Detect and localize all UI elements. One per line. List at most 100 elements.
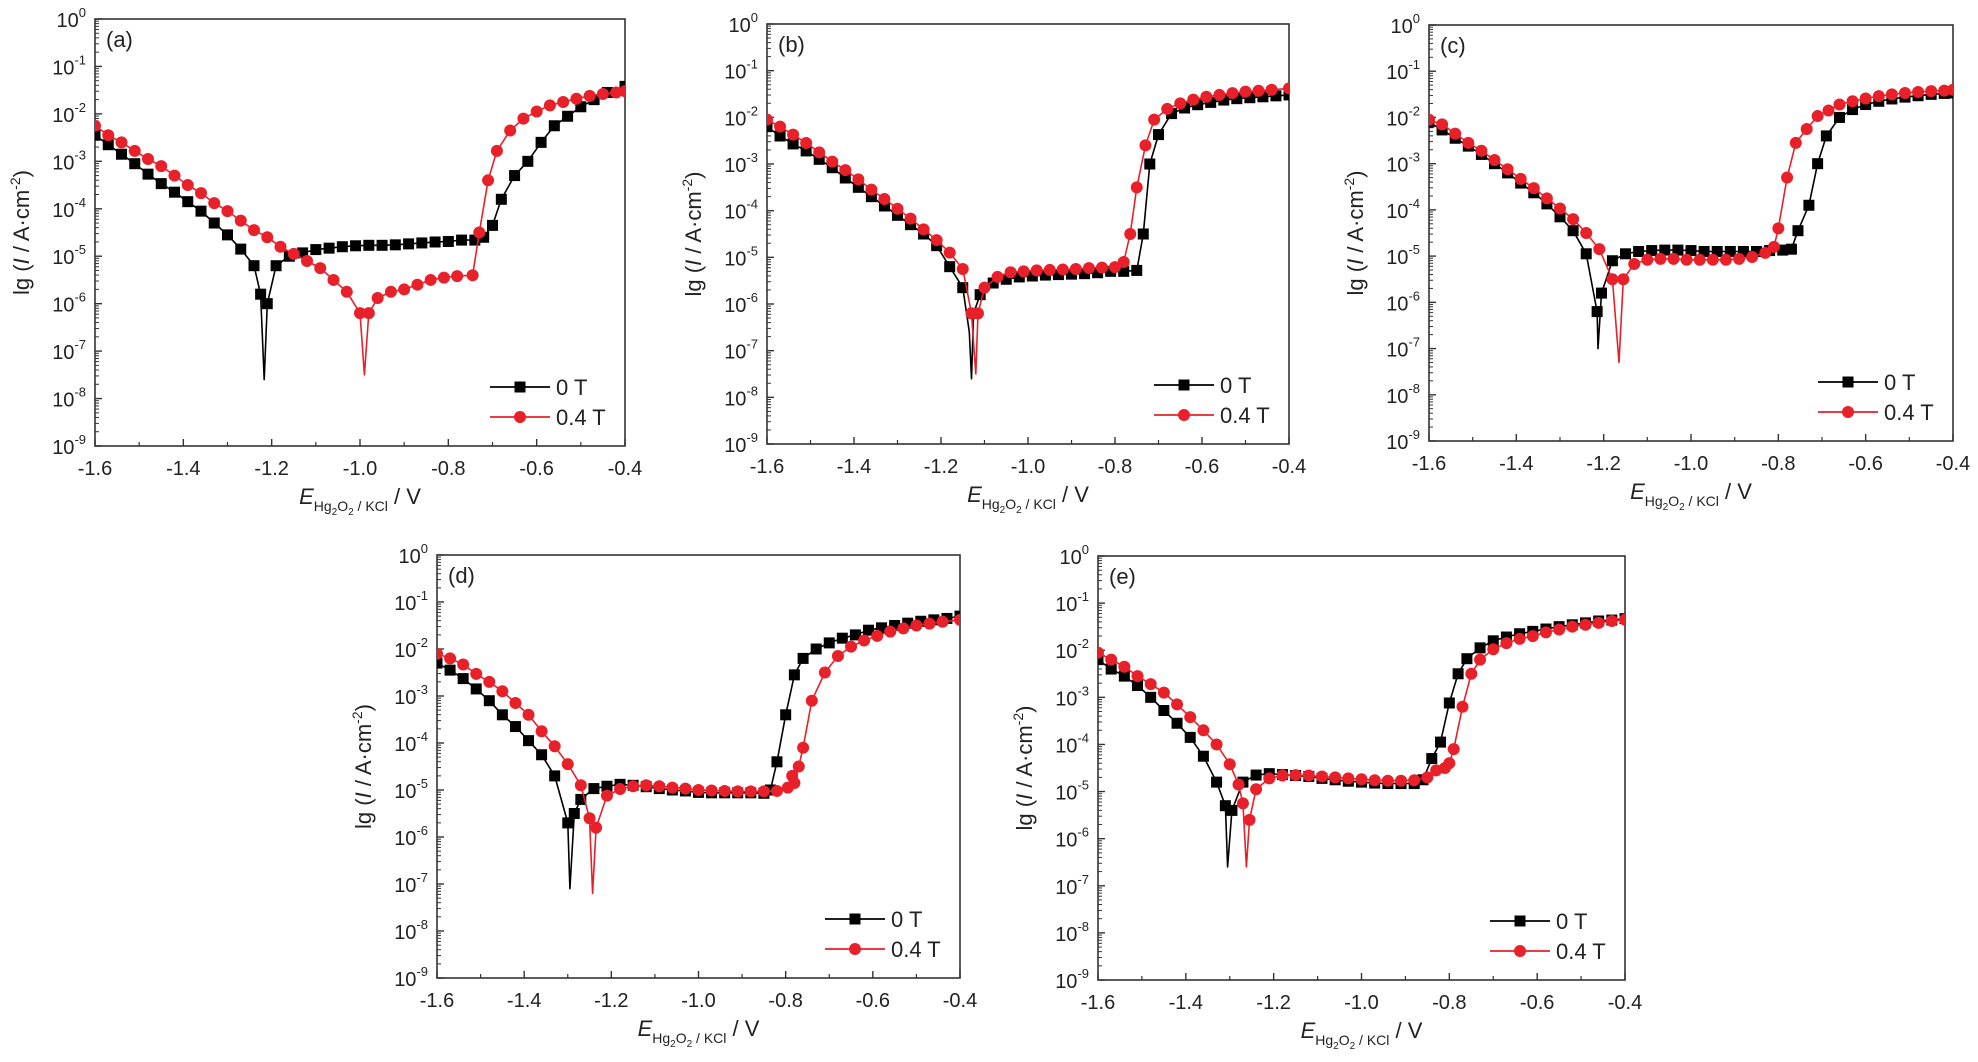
data-point bbox=[910, 619, 923, 632]
data-point bbox=[1197, 724, 1210, 737]
data-point bbox=[1580, 227, 1593, 239]
data-point bbox=[95, 119, 101, 132]
data-point bbox=[767, 121, 773, 133]
y-tick-label: 10-7 bbox=[394, 870, 428, 897]
data-point bbox=[1079, 268, 1091, 280]
data-point bbox=[1680, 253, 1693, 266]
x-tick-label: -1.4 bbox=[837, 456, 871, 478]
data-point bbox=[336, 241, 348, 253]
legend-square-marker bbox=[1842, 376, 1854, 388]
legend-label: 0 T bbox=[891, 907, 922, 932]
data-point bbox=[327, 273, 340, 286]
data-point bbox=[1132, 680, 1144, 692]
data-point bbox=[936, 615, 949, 628]
series-line-04T bbox=[1098, 618, 1625, 868]
data-point bbox=[1302, 769, 1315, 782]
data-point bbox=[956, 263, 969, 275]
y-tick-label: 10-1 bbox=[394, 588, 428, 615]
data-point bbox=[1514, 172, 1527, 185]
data-point bbox=[1236, 797, 1249, 810]
data-point bbox=[705, 784, 718, 797]
data-point bbox=[904, 212, 917, 225]
data-point bbox=[692, 784, 705, 796]
data-point bbox=[797, 741, 810, 754]
plot-area bbox=[95, 80, 625, 381]
data-point bbox=[496, 685, 509, 698]
data-point bbox=[1781, 171, 1794, 184]
y-tick-label: 10-1 bbox=[1386, 57, 1420, 84]
data-point bbox=[826, 155, 839, 168]
legend-square-marker bbox=[849, 913, 861, 925]
y-tick-label: 10-4 bbox=[52, 195, 86, 222]
data-point bbox=[764, 784, 776, 796]
data-point bbox=[523, 735, 535, 747]
data-point bbox=[222, 229, 233, 241]
data-point bbox=[771, 756, 783, 768]
data-point bbox=[987, 277, 999, 289]
data-point bbox=[1210, 738, 1223, 751]
plot-area bbox=[1429, 83, 1953, 364]
x-tick-label: -0.6 bbox=[519, 458, 553, 480]
data-point bbox=[767, 113, 773, 126]
data-point bbox=[1554, 211, 1566, 223]
series-line-04T bbox=[95, 90, 625, 376]
data-point bbox=[1540, 192, 1553, 205]
data-point bbox=[1685, 245, 1697, 257]
data-point bbox=[774, 130, 786, 142]
data-point bbox=[1447, 743, 1460, 756]
data-point bbox=[1435, 736, 1447, 748]
x-axis-title: EHg2O2 / KCl / V bbox=[1301, 1018, 1423, 1052]
data-point bbox=[1213, 88, 1226, 101]
data-point bbox=[1223, 758, 1236, 771]
data-point bbox=[1488, 153, 1501, 166]
data-point bbox=[588, 783, 600, 795]
x-tick-label: -1.0 bbox=[681, 990, 715, 1012]
data-point bbox=[1706, 253, 1719, 266]
data-point bbox=[1219, 800, 1231, 812]
data-point bbox=[1105, 265, 1117, 277]
data-point bbox=[1785, 243, 1797, 255]
data-point bbox=[1724, 245, 1736, 257]
y-tick-label: 100 bbox=[57, 5, 86, 32]
data-point bbox=[424, 273, 437, 286]
data-point bbox=[1500, 631, 1512, 643]
data-point bbox=[1938, 84, 1951, 97]
data-point bbox=[261, 231, 274, 244]
data-point bbox=[1144, 158, 1156, 170]
x-tick-label: -1.2 bbox=[1256, 992, 1290, 1014]
data-point bbox=[1592, 616, 1605, 629]
series-line-04T bbox=[767, 87, 1289, 375]
data-point bbox=[1124, 228, 1137, 240]
y-tick-label: 10-6 bbox=[394, 823, 428, 850]
data-point bbox=[95, 129, 101, 141]
data-point bbox=[1620, 248, 1631, 260]
series-line-0T bbox=[437, 615, 960, 890]
data-point bbox=[1408, 774, 1421, 787]
x-tick-label: -0.6 bbox=[1520, 992, 1554, 1014]
y-tick-label: 10-1 bbox=[1055, 589, 1089, 616]
x-tick-label: -1.0 bbox=[1674, 453, 1708, 475]
plot-frame bbox=[94, 18, 626, 447]
data-point bbox=[1526, 630, 1539, 643]
data-point bbox=[517, 112, 530, 125]
data-point bbox=[1244, 92, 1256, 104]
data-point bbox=[788, 776, 801, 789]
data-point bbox=[1646, 245, 1658, 257]
y-tick-label: 10-6 bbox=[52, 290, 86, 317]
legend-circle-marker bbox=[1842, 406, 1854, 418]
y-tick-label: 10-4 bbox=[394, 729, 428, 756]
data-point bbox=[810, 643, 822, 655]
x-tick-label: -0.8 bbox=[1761, 453, 1795, 475]
data-point bbox=[473, 226, 486, 239]
data-point bbox=[1847, 104, 1859, 116]
data-point bbox=[1211, 776, 1223, 788]
data-point bbox=[878, 193, 891, 205]
data-point bbox=[270, 260, 282, 272]
data-point bbox=[1767, 240, 1780, 253]
data-point bbox=[482, 174, 495, 187]
x-axis-title: EHg2O2 / KCl / V bbox=[967, 482, 1089, 516]
plot-area bbox=[1098, 613, 1625, 868]
data-point bbox=[813, 153, 825, 165]
data-point bbox=[398, 283, 411, 296]
legend-circle-marker bbox=[1514, 945, 1526, 957]
